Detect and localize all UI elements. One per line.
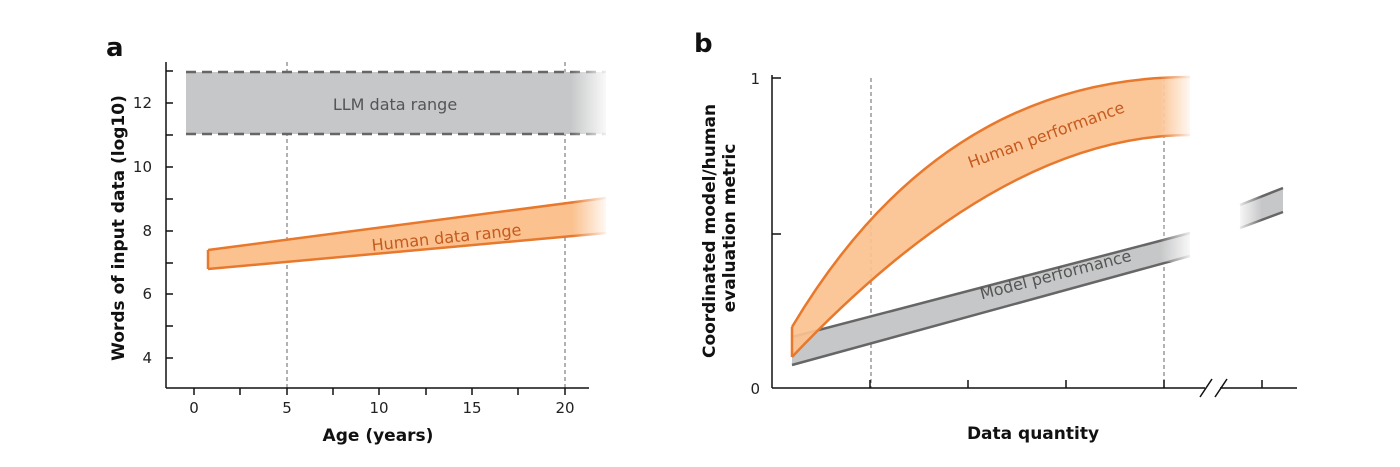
llm-data-range-label: LLM data range — [333, 95, 457, 114]
human-band-lower-curve — [791, 133, 1191, 358]
human-band-fade — [572, 192, 610, 240]
panel-b-y-axis-label-line1: Coordinated model/human — [700, 104, 720, 358]
panel-a-xtick-5: 5 — [282, 399, 292, 417]
model-band-fade — [1160, 226, 1194, 262]
panel-a-xtick-20: 20 — [555, 399, 574, 417]
panel-a-xtick-10: 10 — [369, 399, 388, 417]
panel-b-y-ticks — [772, 77, 781, 235]
panel-b-y-axis-label-line2: evaluation metric — [720, 144, 740, 313]
panel-b-x-axis-label: Data quantity — [967, 424, 1099, 444]
panel-b-y-axis-label: Coordinated model/human evaluation metri… — [700, 98, 740, 358]
panel-a-y-ticks — [166, 70, 173, 359]
human-performance-band — [792, 77, 1190, 357]
panel-a-ytick-4: 4 — [142, 349, 152, 367]
panel-b-ytick-0: 0 — [750, 380, 760, 398]
panel-a: a LLM data range Human data range — [106, 33, 610, 446]
human-band-upper-curve — [790, 75, 1191, 328]
panel-a-xtick-0: 0 — [189, 399, 199, 417]
panel-a-ytick-6: 6 — [142, 285, 152, 303]
panel-b-label: b — [694, 29, 713, 59]
panel-a-ytick-10: 10 — [133, 158, 152, 176]
model-performance-band — [792, 233, 1190, 365]
panel-b-x-ticks — [869, 380, 1263, 388]
human-band-lower-edge — [207, 231, 607, 271]
panel-a-xtick-15: 15 — [462, 399, 481, 417]
human-data-range-band — [208, 198, 606, 269]
axis-break-mark-1 — [1199, 378, 1213, 398]
axis-break-mark-2 — [1214, 378, 1228, 398]
human-band-upper-edge — [207, 196, 607, 252]
panel-a-ytick-8: 8 — [142, 222, 152, 240]
panel-a-x-ticks — [193, 388, 566, 395]
panel-b-ytick-1: 1 — [750, 70, 760, 88]
llm-band-fade — [570, 66, 610, 140]
panel-a-x-axis-label: Age (years) — [323, 426, 434, 446]
llm-data-range-band — [186, 72, 606, 134]
panel-a-y-axis-label: Words of input data (log10) — [109, 95, 129, 361]
human-performance-fade — [1160, 70, 1194, 142]
model-band-lower-edge — [791, 254, 1191, 367]
model-continuation-fade — [1236, 184, 1262, 232]
panel-a-label: a — [106, 33, 124, 63]
panel-b: b Human performance Model performance — [694, 29, 1297, 444]
model-band-upper-edge — [791, 231, 1191, 339]
panel-a-ytick-12: 12 — [133, 94, 152, 112]
